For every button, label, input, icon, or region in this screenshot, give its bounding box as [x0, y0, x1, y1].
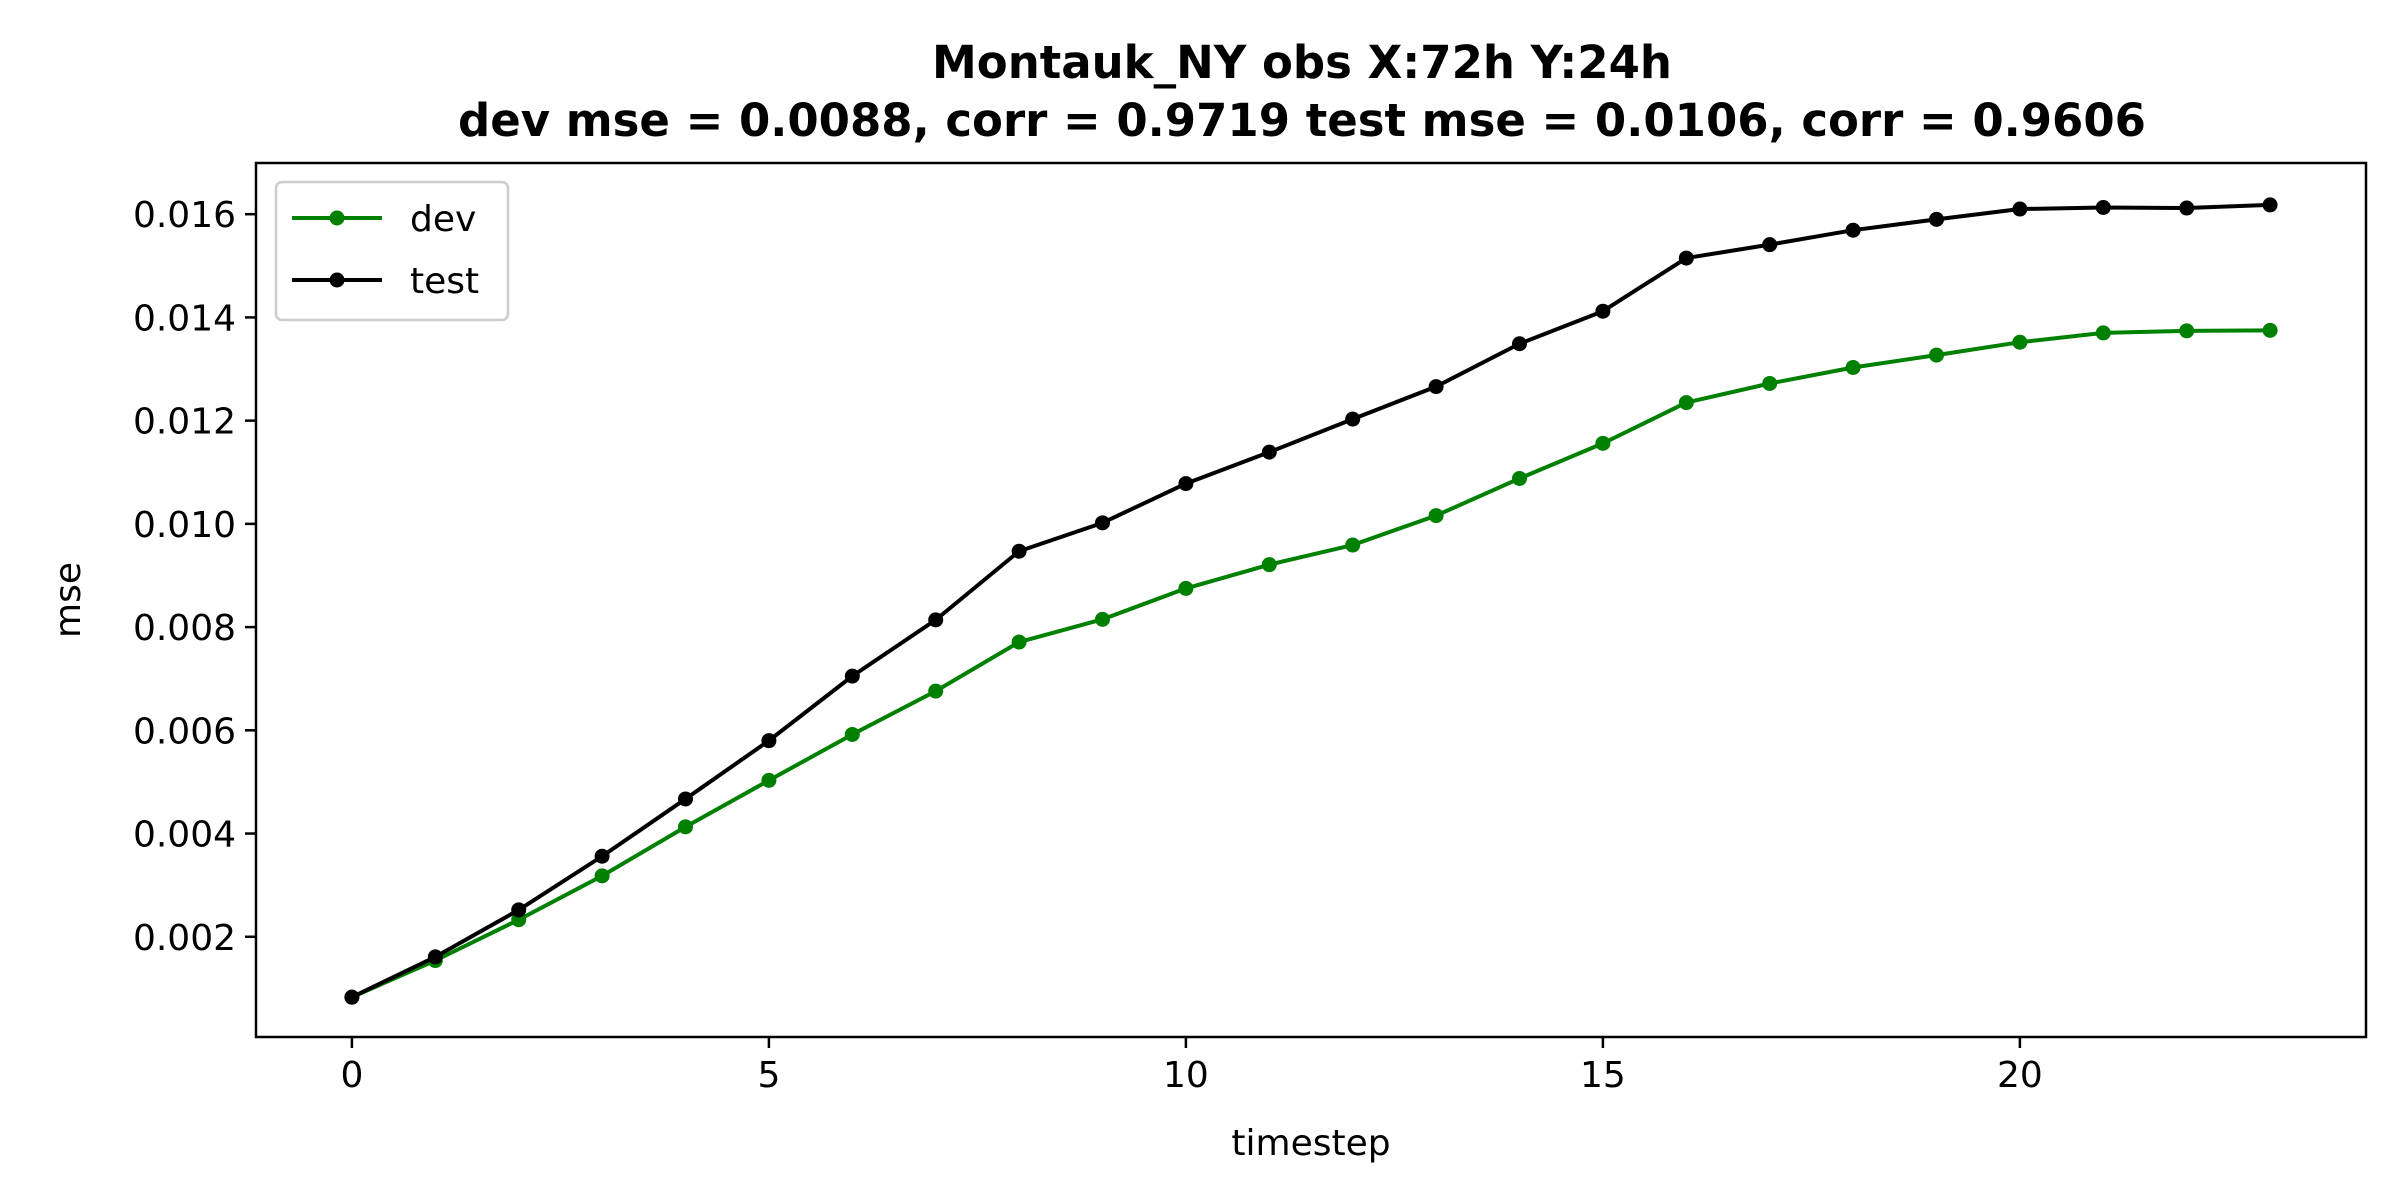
data-point-dev — [1095, 611, 1110, 627]
y-tick-label: 0.010 — [133, 505, 236, 546]
plot-area — [254, 161, 2368, 1039]
y-tick-label: 0.014 — [133, 298, 236, 339]
data-point-dev — [2262, 322, 2278, 338]
y-tick-label: 0.006 — [133, 711, 236, 752]
data-point-test — [678, 791, 694, 807]
data-point-test — [1928, 211, 1944, 227]
y-tick-label: 0.004 — [133, 815, 236, 856]
data-point-test — [2262, 197, 2278, 213]
y-tick-label: 0.016 — [133, 195, 236, 236]
y-axis-label: mse — [48, 562, 89, 638]
legend: dev test — [274, 180, 510, 322]
series-line-dev — [351, 328, 2271, 999]
data-point-dev — [2012, 334, 2028, 350]
data-point-test — [1512, 336, 1527, 352]
data-point-test — [1845, 222, 1861, 238]
data-point-test — [427, 949, 443, 965]
series-layer — [344, 197, 2278, 1005]
data-point-dev — [1678, 395, 1694, 411]
data-point-dev — [1928, 347, 1944, 363]
y-axis: 0.002 0.004 0.006 0.008 0.010 0.012 0.014 0.016 — [133, 195, 256, 959]
legend-test-marker — [329, 272, 345, 288]
legend-test-label: test — [410, 261, 479, 302]
x-axis: 0 5 10 15 20 — [340, 1037, 2043, 1096]
data-point-dev — [1011, 634, 1027, 650]
x-tick-label: 10 — [1163, 1055, 1209, 1096]
data-point-dev — [761, 772, 777, 788]
data-point-test — [928, 612, 944, 628]
data-point-test — [2012, 201, 2028, 217]
x-tick-label: 0 — [340, 1055, 363, 1096]
data-point-dev — [844, 726, 860, 742]
data-point-test — [1762, 237, 1778, 253]
x-tick-label: 20 — [1997, 1055, 2043, 1096]
data-point-dev — [594, 868, 610, 884]
data-point-dev — [1261, 557, 1277, 573]
data-point-dev — [928, 683, 944, 699]
data-point-dev — [1845, 359, 1861, 375]
data-point-dev — [678, 819, 694, 835]
y-tick-label: 0.012 — [133, 402, 236, 443]
y-tick-label: 0.002 — [133, 918, 236, 959]
data-point-dev — [1762, 375, 1778, 391]
data-point-test — [1261, 444, 1277, 460]
data-point-test — [1011, 543, 1027, 559]
data-point-test — [1678, 250, 1694, 266]
data-point-test — [1595, 303, 1611, 319]
data-point-test — [594, 848, 610, 864]
data-point-test — [761, 733, 777, 749]
data-point-dev — [2179, 323, 2195, 339]
data-point-test — [2095, 199, 2111, 215]
data-point-test — [844, 668, 860, 684]
x-tick-label: 15 — [1580, 1055, 1626, 1096]
data-point-test — [2179, 200, 2195, 216]
data-point-test — [1095, 515, 1110, 531]
chart-subtitle: dev mse = 0.0088, corr = 0.9719 test mse… — [458, 94, 2146, 147]
x-axis-label: timestep — [1231, 1123, 1390, 1164]
data-point-dev — [2095, 325, 2111, 341]
y-tick-label: 0.008 — [133, 608, 236, 649]
plot-frame — [254, 161, 2368, 1039]
data-point-test — [1178, 476, 1194, 492]
data-point-test — [1428, 379, 1444, 395]
x-tick-label: 5 — [757, 1055, 780, 1096]
data-point-dev — [1428, 508, 1444, 524]
data-point-dev — [1595, 435, 1611, 451]
data-point-test — [1345, 411, 1361, 427]
series-line-test — [351, 202, 2271, 999]
chart-title: Montauk_NY obs X:72h Y:24h — [932, 36, 1672, 89]
legend-dev-marker — [329, 210, 345, 226]
data-point-dev — [1512, 470, 1527, 486]
data-point-dev — [1178, 580, 1194, 596]
legend-dev-label: dev — [410, 199, 476, 240]
series-test — [344, 197, 2278, 1005]
series-dev — [344, 322, 2278, 1005]
data-point-test — [511, 902, 527, 918]
data-point-test — [344, 989, 360, 1005]
data-point-dev — [1345, 537, 1361, 553]
